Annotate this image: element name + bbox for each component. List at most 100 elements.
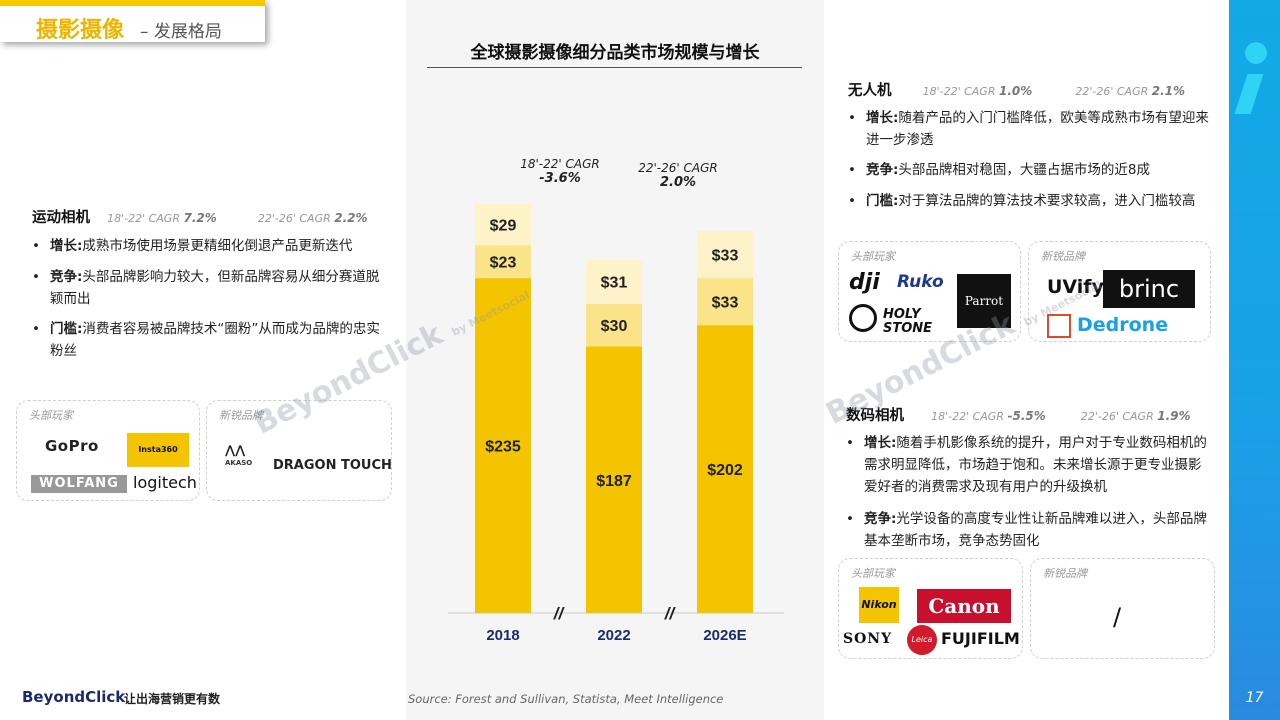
drone-heading: 无人机 18'-22' CAGR 1.0% 22'-26' CAGR 2.1% (848, 79, 1218, 99)
action-cam-title: 运动相机 (32, 210, 90, 226)
cagr-note-2-value: 2.0% (659, 175, 697, 190)
head-players-label: 头部玩家 (851, 250, 895, 263)
holystone-logo: HOLY STONE (883, 307, 933, 336)
bar-segment (586, 346, 642, 613)
header-subtitle: – 发展格局 (140, 22, 222, 42)
bar-segment (475, 278, 531, 613)
bar-segment (697, 278, 753, 326)
digital-cam-head-box: 头部玩家 Nikon Canon SONY Leica FUJIFILM (838, 558, 1023, 659)
dedrone-logo: Dedrone (1077, 314, 1169, 336)
x-tick-label: 2026E (703, 627, 746, 644)
bar-value-label: $23 (490, 255, 517, 272)
drone-cagr1: 18'-22' CAGR 1.0% (922, 84, 1033, 98)
cagr-note-1: 18'-22' CAGR -3.6% (508, 157, 612, 186)
bar-segment (697, 325, 753, 613)
cagr-note-2-label: 22'-26' CAGR (638, 161, 718, 175)
cagr-label: 18'-22' CAGR (931, 410, 1004, 423)
canon-logo: Canon (917, 589, 1011, 623)
bullet-key: 竞争: (864, 511, 897, 527)
stacked-bar-chart: $235 $23 $29 2018 $187 $30 $31 2022 $202 $33 $33 20… (448, 204, 784, 644)
bullet-text: 头部品牌相对稳固，大疆占据市场的近8成 (898, 162, 1150, 178)
parrot-logo: Parrot (957, 274, 1011, 328)
digital-cam-new-box: 新锐品牌 / (1030, 558, 1215, 659)
bullet-text: 头部品牌影响力较大，但新品牌容易从细分赛道脱颖而出 (50, 269, 380, 307)
digital-cam-cagr2: 22'-26' CAGR 1.9% (1080, 409, 1191, 423)
bullet-key: 门槛: (866, 193, 899, 209)
brinc-logo: brinc (1103, 270, 1195, 308)
fujifilm-logo: FUJIFILM (941, 629, 1020, 648)
action-cam-head-box: 头部玩家 GoPro Insta360 WOLFANG logitech (16, 400, 200, 501)
drone-bullet-3: • 门槛:对于算法品牌的算法技术要求较高，进入门槛较高 (848, 193, 1196, 209)
wolfang-logo: WOLFANG (31, 475, 127, 493)
dragontouch-logo: DRAGON TOUCH (273, 458, 392, 473)
action-cam-bullet-1: • 增长:成熟市场使用场景更精细化倒退产品更新迭代 (32, 238, 353, 254)
brand-dot-icon (1245, 42, 1267, 64)
bar-segment (586, 303, 642, 347)
cagr-value: 2.2% (334, 211, 368, 225)
axis-break-mark: // (664, 604, 677, 623)
cagr-label: 18'-22' CAGR (107, 212, 180, 225)
head-players-label: 头部玩家 (29, 409, 73, 422)
bullet-key: 竞争: (866, 162, 899, 178)
action-cam-bullet-3: • 门槛:消费者容易被品牌技术“圈粉”从而成为品牌的忠实粉丝 (32, 321, 380, 359)
cagr-value: -5.5% (1007, 409, 1046, 423)
drone-bullet-1: • 增长:随着产品的入门门槛降低，欧美等成熟市场有望迎来进一步渗透 (848, 110, 1209, 148)
nikon-logo: Nikon (859, 587, 899, 623)
digital-cam-title: 数码相机 (846, 408, 904, 424)
cagr-note-1-label: 18'-22' CAGR (520, 157, 600, 171)
bullet-text: 随着手机影像系统的提升，用户对于专业数码相机的需求明显降低，市场趋于饱和。未来增… (864, 435, 1207, 495)
holystone-mark-icon (849, 304, 877, 332)
cagr-label: 22'-26' CAGR (1080, 410, 1154, 423)
bullet-text: 成熟市场使用场景更精细化倒退产品更新迭代 (82, 238, 353, 254)
drone-head-box: 头部玩家 dji Ruko HOLY STONE Parrot (838, 241, 1021, 342)
bar-value-label: $235 (485, 439, 521, 456)
action-cam-heading: 运动相机 18'-22' CAGR 7.2% 22'-26' CAGR 2.2% (32, 206, 392, 226)
head-players-label: 头部玩家 (851, 567, 895, 580)
cagr-label: 18'-22' CAGR (922, 85, 996, 98)
x-tick-label: 2022 (597, 627, 630, 644)
action-cam-bullet-2: • 竞争:头部品牌影响力较大，但新品牌容易从细分赛道脱颖而出 (32, 269, 380, 307)
axis-break-mark: // (553, 604, 566, 623)
bullet-key: 增长: (866, 110, 899, 126)
bar-value-label: $33 (712, 248, 739, 265)
bar-value-label: $33 (712, 295, 739, 312)
drone-new-box: 新锐品牌 UVify brinc Dedrone (1028, 241, 1211, 342)
bullet-text: 对于算法品牌的算法技术要求较高，进入门槛较高 (898, 193, 1196, 209)
footer-slogan: 让出海营销更有数 (124, 692, 221, 706)
digital-cam-bullet-2: • 竞争:光学设备的高度专业性让新品牌难以进入，头部品牌基本垄断市场，竞争态势固化 (846, 511, 1207, 549)
bar-segment (475, 245, 531, 279)
no-new-brands-mark: / (1113, 603, 1122, 631)
bullet-key: 增长: (50, 238, 83, 254)
new-brands-label: 新锐品牌 (219, 409, 263, 422)
brand-strip (1229, 0, 1280, 720)
akaso-logo: AKASO (225, 459, 253, 467)
bar-value-label: $202 (707, 462, 743, 479)
header-title: 摄影摄像 (36, 18, 125, 43)
bar-value-label: $187 (596, 473, 632, 490)
action-cam-cagr1: 18'-22' CAGR 7.2% (107, 211, 217, 225)
cagr-note-1-value: -3.6% (539, 171, 581, 186)
cagr-value: 1.9% (1157, 409, 1191, 423)
title-underline (427, 67, 802, 68)
cagr-value: 2.1% (1151, 84, 1186, 98)
digital-cam-bullet-1: • 增长:随着手机影像系统的提升，用户对于专业数码相机的需求明显降低，市场趋于饱和… (846, 435, 1207, 495)
chart-title: 全球摄影摄像细分品类市场规模与增长 (470, 43, 760, 63)
section-header: 摄影摄像 – 发展格局 (0, 0, 265, 43)
bullet-text: 随着产品的入门门槛降低，欧美等成熟市场有望迎来进一步渗透 (866, 110, 1209, 148)
page-number: 17 (1245, 690, 1264, 706)
akaso-mark-icon: ⋀⋀ (225, 443, 246, 457)
logitech-logo: logitech (133, 473, 197, 492)
bar-value-label: $30 (601, 318, 628, 335)
bar-value-label: $31 (601, 275, 628, 292)
drone-bullet-2: • 竞争:头部品牌相对稳固，大疆占据市场的近8成 (848, 162, 1150, 178)
insta360-logo: Insta360 (127, 433, 189, 467)
cagr-value: 1.0% (998, 84, 1033, 98)
bullet-key: 增长: (864, 435, 897, 451)
digital-cam-heading: 数码相机 18'-22' CAGR -5.5% 22'-26' CAGR 1.9… (846, 404, 1218, 424)
leica-logo: Leica (907, 625, 937, 655)
bullet-text: 消费者容易被品牌技术“圈粉”从而成为品牌的忠实粉丝 (50, 321, 380, 359)
action-cam-new-box: 新锐品牌 AKASO ⋀⋀ DRAGON TOUCH (206, 400, 392, 501)
cagr-label: 22'-26' CAGR (1075, 85, 1149, 98)
brand-slash-icon (1234, 74, 1264, 114)
bar-segment (475, 204, 531, 246)
